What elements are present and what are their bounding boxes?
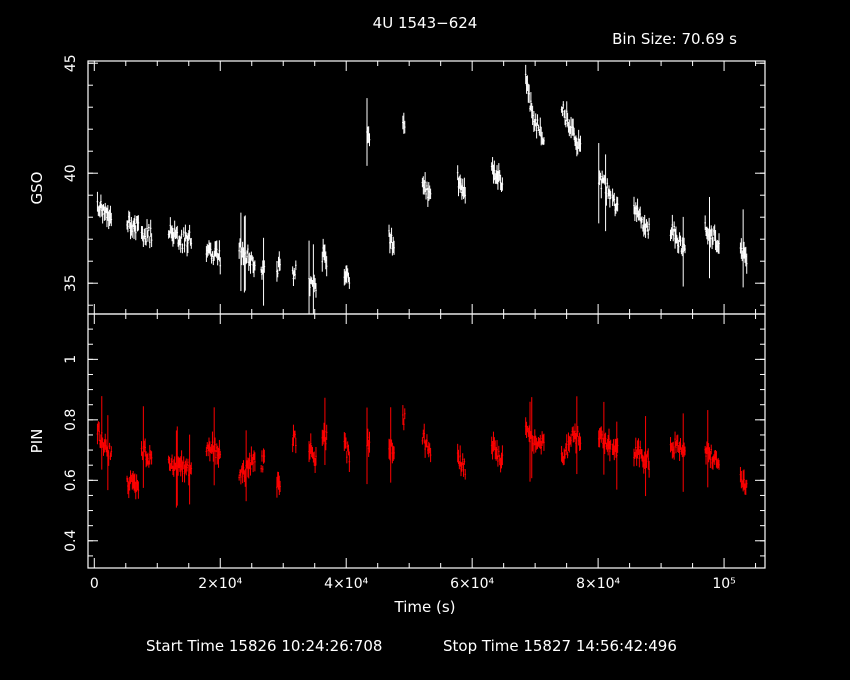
gso-ytick-label: 45 [63,54,79,72]
pin-segment [238,430,256,502]
time-xtick-label: 4×10⁴ [324,576,368,592]
gso-light-curve [96,64,748,314]
pin-segment [388,407,395,483]
time-xtick-label: 8×10⁴ [576,576,620,592]
gso-segment [560,101,572,139]
pin-segment [571,396,582,475]
gso-segment [260,237,266,306]
pin-segment [533,429,545,455]
gso-axes: 35 40 45 [63,54,765,314]
gso-segment [291,260,297,286]
pin-segment [205,407,222,486]
pin-ytick-label: 0.6 [63,469,79,491]
pin-segment [490,431,504,473]
gso-segment [633,196,650,239]
gso-segment [456,165,467,204]
pin-segment [167,426,184,508]
gso-segment [140,219,153,249]
pin-ytick-label: 0.8 [63,409,79,431]
gso-segment [96,191,113,230]
time-xtick-label: 6×10⁴ [450,576,494,592]
gso-segment [343,265,351,289]
gso-segment [571,118,582,157]
pin-segment [343,432,351,473]
pin-segment [96,396,113,491]
gso-segment [167,217,184,254]
gso-segment [524,64,534,126]
gso-segment [704,196,720,279]
time-xtick-label: 0 [90,576,99,592]
gso-segment [611,188,619,217]
pin-segment [291,424,297,454]
time-xtick-label: 2×10⁴ [198,576,242,592]
pin-segment [611,421,619,490]
gso-segment [421,172,432,207]
pin-light-curve [96,396,748,508]
time-xtick-label: 10⁵ [712,576,735,592]
pin-segment [421,423,432,463]
pin-segment [182,434,193,505]
gso-segment [308,240,317,314]
bin-size-label: Bin Size: 70.69 s [612,30,737,48]
pin-segment [308,433,317,473]
gso-segment [276,251,281,282]
pin-segment [669,413,686,492]
gso-ytick-label: 35 [63,274,79,292]
pin-segment [260,448,266,473]
time-axis-label: Time (s) [394,598,456,616]
gso-segment [490,157,504,192]
pin-segment [560,432,572,466]
gso-segment [388,224,395,256]
gso-segment [739,209,748,288]
pin-segment [140,406,153,488]
pin-ytick-label: 0.4 [63,530,79,552]
pin-axis-label: PIN [28,429,46,454]
stop-time-label: Stop Time 15827 14:56:42:496 [443,637,677,655]
gso-segment [597,143,612,232]
gso-segment [366,98,371,166]
gso-segment [205,240,222,275]
gso-ytick-label: 40 [63,164,79,182]
pin-panel-frame [87,313,766,569]
gso-segment [669,214,686,287]
pin-segment [402,405,406,431]
pin-segment [597,401,612,475]
gso-axis-label: GSO [28,172,46,205]
pin-axes: 0.4 0.6 0.8 1 0 2×10⁴ 4×10⁴ 6×10⁴ 8×10⁴ 10⁵ [63,314,765,592]
gso-segment [533,111,545,146]
pin-segment [321,397,328,466]
pin-segment [739,466,748,495]
pin-segment [126,470,140,500]
gso-segment [126,210,140,241]
gso-segment [182,224,193,257]
gso-segment [321,238,328,277]
gso-segment [238,212,256,293]
pin-ytick-label: 1 [63,355,79,364]
chart-title: 4U 1543−624 [373,14,478,32]
pin-segment [456,443,467,480]
start-time-label: Start Time 15826 10:24:26:708 [146,637,382,655]
pin-segment [524,397,534,482]
pin-segment [633,416,650,497]
pin-segment [704,410,720,488]
pin-segment [366,407,371,485]
pin-segment [276,471,281,498]
gso-segment [402,112,406,134]
